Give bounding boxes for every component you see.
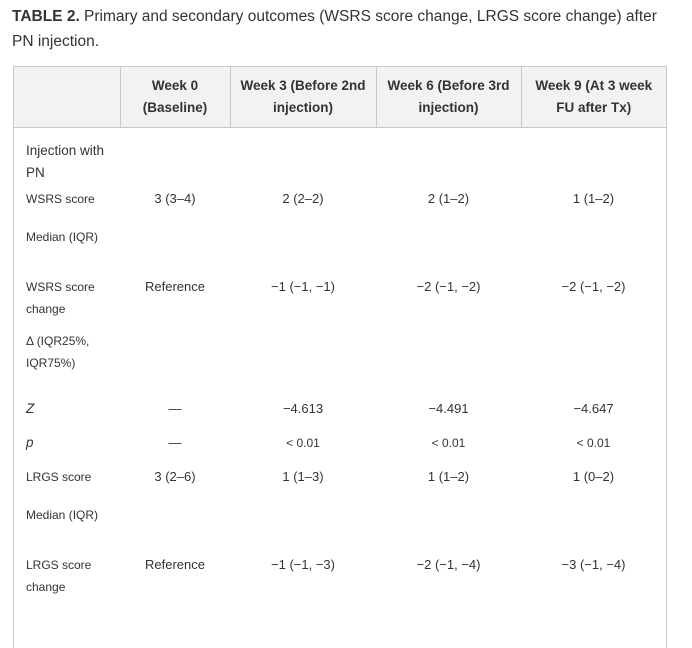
row-label-delta-iqr: Δ (IQR25%, IQR75%): [26, 333, 90, 370]
row-label-wsrs: WSRS score: [26, 191, 95, 206]
z-week-6: −4.491: [428, 400, 469, 416]
table-row-lrgs-change: LRGS score change Reference −1 (−1, −3) …: [14, 554, 666, 614]
table-caption: TABLE 2. Primary and secondary outcomes …: [12, 4, 672, 54]
wsrs-week-6: 2 (1–2): [427, 190, 470, 206]
wsrs-change-week-6: −2 (−1, −2): [416, 278, 481, 294]
table-row-wsrs: WSRS score 3 (3–4) 2 (2–2) 2 (1–2) 1 (1–…: [14, 188, 666, 226]
table-row-lrgs: LRGS score 3 (2–6) 1 (1–3) 1 (1–2) 1 (0–…: [14, 466, 666, 504]
z-week-9: −4.647: [573, 400, 614, 416]
lrgs-change-week-9: −3 (−1, −4): [561, 556, 626, 572]
wsrs-change-week-3: −1 (−1, −1): [271, 278, 335, 294]
row-label-wsrs-change: WSRS score change: [26, 279, 95, 316]
p-week-9: < 0.01: [576, 435, 611, 450]
row-label-wsrs-median: Median (IQR): [26, 229, 99, 244]
wsrs-week-9: 1 (1–2): [572, 190, 615, 206]
outcomes-table: Week 0 (Baseline) Week 3 (Before 2nd inj…: [14, 67, 666, 614]
header-week-3: Week 3 (Before 2nd injection): [230, 67, 377, 128]
table-row-z: Z — −4.613 −4.491 −4.647: [14, 398, 666, 432]
wsrs-week-0: 3 (3–4): [154, 190, 196, 206]
table-row-p: p — < 0.01 < 0.01 < 0.01: [14, 432, 666, 466]
caption-label: TABLE 2.: [12, 8, 80, 25]
row-label-z: Z: [26, 400, 35, 416]
row-label-lrgs-change: LRGS score change: [26, 557, 92, 594]
header-week-6: Week 6 (Before 3rd injection): [376, 67, 522, 128]
table-row-wsrs-sub: Median (IQR): [14, 226, 666, 276]
p-week-6: < 0.01: [431, 435, 466, 450]
table-row-group: Injection with PN: [14, 128, 666, 188]
header-row: Week 0 (Baseline) Week 3 (Before 2nd inj…: [14, 67, 666, 128]
wsrs-change-week-9: −2 (−1, −2): [561, 278, 626, 294]
p-week-3: < 0.01: [286, 435, 320, 450]
table-row-lrgs-sub: Median (IQR): [14, 504, 666, 554]
lrgs-change-week-0: Reference: [145, 556, 205, 572]
header-week-9: Week 9 (At 3 week FU after Tx): [521, 67, 666, 128]
row-label-p: p: [26, 434, 34, 450]
lrgs-week-6: 1 (1–2): [427, 468, 470, 484]
header-week-0: Week 0 (Baseline): [120, 67, 231, 128]
table-container[interactable]: Week 0 (Baseline) Week 3 (Before 2nd inj…: [13, 66, 667, 648]
wsrs-change-week-0: Reference: [145, 278, 205, 294]
header-cell-empty: [14, 67, 121, 128]
table-row-wsrs-change: WSRS score change Reference −1 (−1, −1) …: [14, 276, 666, 330]
p-week-0: —: [168, 434, 182, 450]
lrgs-week-3: 1 (1–3): [282, 468, 324, 484]
wsrs-week-3: 2 (2–2): [282, 190, 324, 206]
lrgs-change-week-3: −1 (−1, −3): [271, 556, 335, 572]
lrgs-change-week-6: −2 (−1, −4): [416, 556, 481, 572]
row-label-lrgs-median: Median (IQR): [26, 507, 99, 522]
row-label-lrgs: LRGS score: [26, 469, 92, 484]
z-week-0: —: [168, 400, 182, 416]
z-week-3: −4.613: [282, 400, 324, 416]
table-row-wsrs-change-sub: Δ (IQR25%, IQR75%): [14, 330, 666, 398]
lrgs-week-0: 3 (2–6): [154, 468, 196, 484]
group-label: Injection with PN: [26, 143, 105, 180]
lrgs-week-9: 1 (0–2): [572, 468, 615, 484]
caption-text: Primary and secondary outcomes (WSRS sco…: [12, 8, 657, 50]
